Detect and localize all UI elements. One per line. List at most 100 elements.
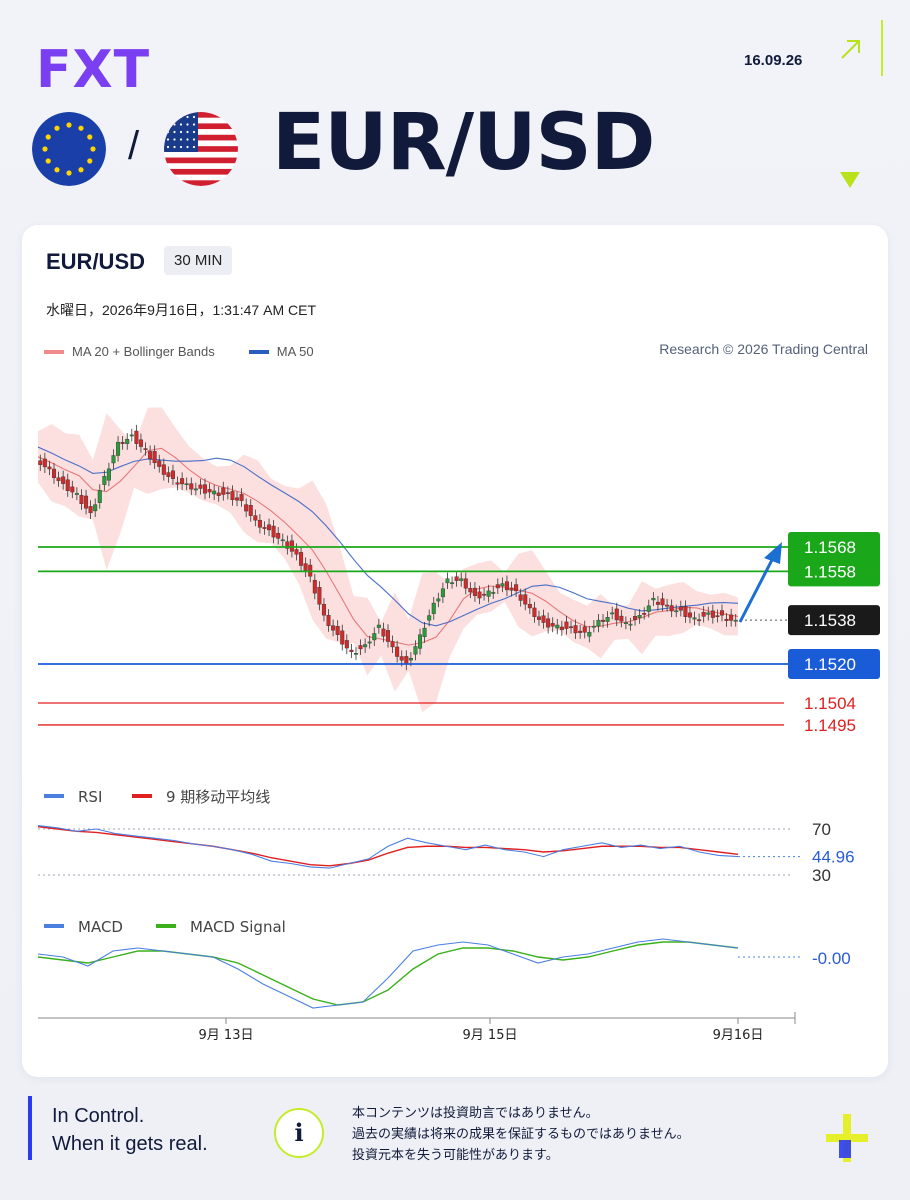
candle-body (38, 460, 43, 465)
candle-body (591, 625, 596, 628)
legend-swatch (156, 924, 176, 928)
candle-body (633, 616, 638, 620)
candle-body (42, 458, 47, 468)
candle-body (157, 460, 162, 467)
candle-body (587, 631, 592, 637)
level-box-1.1520 (788, 649, 880, 679)
x-tick-label: 9月 13日 (199, 1028, 254, 1043)
price-legend: MA 20 + Bollinger Bands MA 50 (44, 344, 314, 359)
down-triangle-icon (840, 172, 860, 188)
us-star (186, 145, 189, 149)
candle-body (564, 621, 569, 629)
candle-body (550, 623, 555, 627)
candle-body (418, 634, 423, 649)
us-star (186, 123, 189, 126)
candle-body (623, 622, 628, 624)
eu-star (90, 146, 96, 152)
candle-body (257, 519, 262, 528)
us-star (192, 130, 196, 134)
footer-accent-bar (28, 1096, 32, 1160)
candle-body (349, 649, 354, 653)
candle-body (495, 584, 500, 589)
candle-body (596, 619, 601, 627)
candle-body (678, 606, 683, 611)
candle-body (413, 646, 418, 655)
candle-body (212, 490, 217, 495)
info-icon: i (274, 1108, 324, 1158)
candle-body (559, 626, 564, 630)
candle-body (344, 640, 349, 649)
candle-body (230, 491, 235, 500)
legend-swatch (44, 794, 64, 798)
candle-body (733, 619, 738, 622)
candle-body (47, 466, 52, 470)
candle-body (120, 441, 125, 444)
arrow-up-right-icon (841, 40, 860, 59)
candle-body (692, 617, 697, 620)
candle-body (376, 624, 381, 628)
candle-body (289, 540, 294, 552)
eu-star (87, 134, 93, 140)
candle-body (372, 633, 377, 641)
candle-body (450, 582, 455, 584)
rsi-label-70: 70 (812, 820, 831, 839)
price-levels: 1.1568 1.1558 1.1538 1.1520 1.1504 1.1495 (38, 532, 880, 735)
candle-body (193, 488, 198, 491)
candle-body (555, 624, 560, 629)
candle-body (148, 451, 153, 460)
candle-body (184, 483, 189, 486)
candle-body (125, 439, 130, 444)
us-star (179, 145, 183, 149)
header-date: 16.09.26 (744, 52, 803, 69)
candle-body (569, 626, 574, 629)
candle-body (614, 608, 619, 621)
candle-body (97, 490, 102, 503)
rsi-current-label: 44.96 (812, 848, 855, 867)
disclaimer-line-1: 本コンテンツは投資助言ではありません。 (352, 1105, 599, 1120)
candle-body (651, 597, 656, 601)
candle-body (202, 484, 207, 494)
candle-body (536, 616, 541, 620)
us-star (173, 138, 176, 141)
candle-body (578, 630, 583, 633)
eu-star (78, 125, 84, 131)
indicator-legends: RSI 9 期移动平均线 MACD MACD Signal (44, 788, 286, 936)
tagline-line-1: In Control. (52, 1105, 145, 1127)
disclaimer-line-3: 投資元本を失う可能性があります。 (352, 1147, 559, 1162)
candle-body (207, 489, 212, 493)
candle-body (239, 494, 244, 501)
us-star (192, 123, 196, 126)
us-star (186, 115, 189, 119)
eu-star (54, 125, 60, 131)
candle-body (340, 630, 345, 645)
eu-flag-icon (32, 112, 106, 186)
eu-star (66, 122, 72, 128)
candle-body (143, 448, 148, 450)
candle-body (431, 602, 436, 614)
candle-body (541, 615, 546, 623)
candle-body (719, 610, 724, 616)
candle-body (353, 653, 358, 655)
candle-body (459, 578, 464, 581)
eu-star (45, 158, 51, 164)
candle-body (285, 541, 290, 549)
candle-body (655, 601, 660, 605)
candle-body (486, 590, 491, 597)
candle-body (546, 618, 551, 628)
x-tick-label: 9月16日 (713, 1028, 764, 1043)
candle-body (399, 656, 404, 661)
plus-icon (826, 1114, 868, 1162)
candle-body (724, 618, 729, 621)
tagline: In Control. When it gets real. (52, 1102, 208, 1158)
eu-star (66, 170, 72, 176)
rsi-line (37, 825, 739, 869)
candle-body (216, 492, 221, 496)
candle-body (70, 486, 75, 493)
us-stripe (164, 157, 238, 164)
rsi-label-30: 30 (812, 866, 831, 885)
us-star (173, 130, 176, 134)
eu-star (54, 167, 60, 173)
candle-body (294, 549, 299, 555)
level-label-1.1520: 1.1520 (804, 655, 856, 674)
us-stripe (164, 112, 238, 118)
